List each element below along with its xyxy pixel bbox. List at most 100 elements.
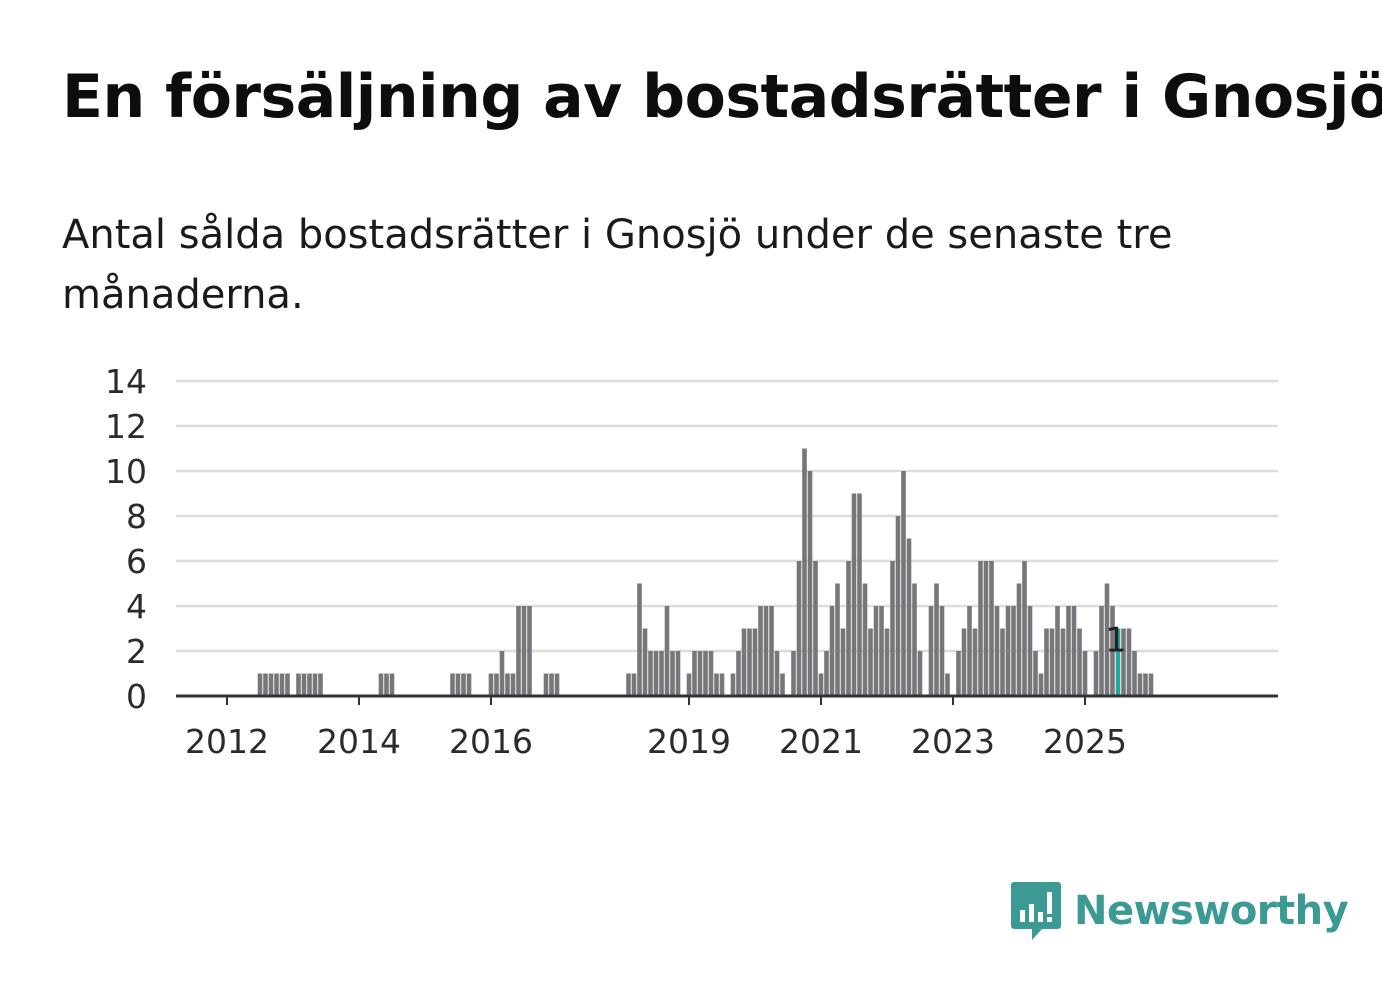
bar xyxy=(1082,651,1088,696)
chart-speech-bubble-icon xyxy=(1011,882,1061,940)
bar xyxy=(884,628,890,696)
bar xyxy=(780,673,785,696)
bar xyxy=(1071,606,1077,696)
bars xyxy=(257,448,1154,696)
bar xyxy=(1110,606,1115,696)
y-tick-label: 4 xyxy=(126,587,147,626)
bar xyxy=(279,673,285,696)
bar xyxy=(840,628,846,696)
bar xyxy=(312,673,318,696)
bar xyxy=(631,673,637,696)
bar xyxy=(747,628,752,696)
bar xyxy=(769,606,774,696)
bar xyxy=(1137,673,1143,696)
bar xyxy=(1093,651,1099,696)
bar xyxy=(1022,561,1027,696)
bar xyxy=(505,673,510,696)
bar xyxy=(494,673,499,696)
bar xyxy=(796,561,802,696)
x-tick-label: 2012 xyxy=(185,722,269,761)
y-tick-label: 10 xyxy=(105,452,147,491)
bar xyxy=(521,606,527,696)
bar xyxy=(994,606,1000,696)
bar xyxy=(939,606,945,696)
bar xyxy=(648,651,653,696)
bar xyxy=(912,583,917,696)
bar xyxy=(741,628,747,696)
bar xyxy=(1126,628,1132,696)
bar xyxy=(1011,606,1016,696)
bar xyxy=(318,673,323,696)
bar xyxy=(1044,628,1049,696)
y-tick-label: 2 xyxy=(126,632,147,671)
bar xyxy=(1005,606,1011,696)
bar xyxy=(466,673,472,696)
bar xyxy=(708,651,714,696)
bar xyxy=(873,606,879,696)
bar xyxy=(488,673,494,696)
bar xyxy=(450,673,455,696)
y-tick-label: 6 xyxy=(126,542,147,581)
bar xyxy=(1016,583,1022,696)
bar xyxy=(835,583,840,696)
bar xyxy=(978,561,983,696)
bar xyxy=(1038,673,1044,696)
bar xyxy=(1143,673,1148,696)
bar xyxy=(862,583,868,696)
bar xyxy=(1049,628,1055,696)
bar xyxy=(626,673,631,696)
bar xyxy=(1000,628,1005,696)
bar xyxy=(879,606,884,696)
bar xyxy=(901,471,906,696)
bar xyxy=(752,628,758,696)
bar xyxy=(730,673,736,696)
x-tick-label: 2025 xyxy=(1043,722,1127,761)
newsworthy-logo: Newsworthy xyxy=(1010,878,1349,944)
bar xyxy=(1115,628,1121,696)
bar xyxy=(257,673,263,696)
bar xyxy=(956,651,961,696)
bar xyxy=(378,673,384,696)
bar xyxy=(274,673,279,696)
bar xyxy=(807,471,813,696)
bar xyxy=(268,673,274,696)
bar xyxy=(917,651,923,696)
bar xyxy=(895,516,901,696)
bar xyxy=(829,606,835,696)
bar xyxy=(1055,606,1060,696)
x-axis-ticks: 2012 2014 2016 2019 2021 2023 2025 xyxy=(185,696,1127,761)
bar xyxy=(549,673,554,696)
bar xyxy=(554,673,560,696)
bar xyxy=(263,673,268,696)
bar xyxy=(384,673,389,696)
x-tick-label: 2014 xyxy=(317,722,401,761)
bar xyxy=(851,493,857,696)
y-axis-tick-labels: 0 2 4 6 8 10 12 14 xyxy=(105,362,147,716)
x-tick-label: 2019 xyxy=(647,722,731,761)
bar xyxy=(906,538,912,696)
bar xyxy=(758,606,763,696)
bar xyxy=(818,673,824,696)
bar xyxy=(510,673,516,696)
bar xyxy=(686,673,692,696)
y-tick-label: 14 xyxy=(105,362,147,401)
bar xyxy=(813,561,818,696)
bar xyxy=(846,561,851,696)
bar xyxy=(714,673,719,696)
bar xyxy=(719,673,725,696)
bar xyxy=(659,651,664,696)
bar xyxy=(697,651,703,696)
annotations: 1 xyxy=(1105,621,1127,661)
bar xyxy=(857,493,862,696)
bar xyxy=(461,673,466,696)
bar xyxy=(285,673,290,696)
bar xyxy=(1027,606,1033,696)
bar xyxy=(802,448,807,696)
bar xyxy=(1099,606,1104,696)
bar xyxy=(389,673,395,696)
bar xyxy=(763,606,769,696)
y-tick-label: 8 xyxy=(126,497,147,536)
bar xyxy=(670,651,675,696)
bar xyxy=(543,673,549,696)
